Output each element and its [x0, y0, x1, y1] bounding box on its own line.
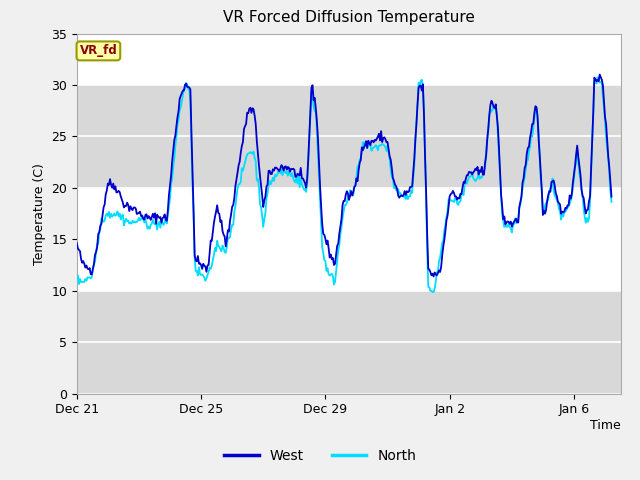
North [597, 80, 605, 85]
North [327, 272, 335, 277]
North [330, 282, 338, 288]
Y-axis label: Temperature (C): Temperature (C) [33, 163, 45, 264]
Line: North: North [77, 77, 611, 292]
West [330, 262, 338, 268]
West [73, 240, 81, 246]
West [391, 182, 399, 188]
West [607, 194, 615, 200]
Title: VR Forced Diffusion Temperature: VR Forced Diffusion Temperature [223, 11, 475, 25]
Bar [77, 34, 621, 85]
North [594, 74, 602, 80]
North [607, 199, 615, 205]
Bar [77, 85, 621, 188]
Text: VR_fd: VR_fd [79, 44, 117, 58]
North [512, 220, 520, 226]
Text: Time: Time [590, 419, 621, 432]
West [512, 216, 520, 222]
West [596, 72, 604, 77]
Bar [77, 291, 621, 394]
Bar [77, 188, 621, 291]
West [430, 274, 438, 279]
West [327, 252, 335, 257]
North [391, 184, 399, 190]
North [362, 142, 370, 148]
Legend: West, North: West, North [218, 443, 422, 468]
West [362, 138, 370, 144]
North [430, 289, 438, 295]
West [597, 74, 605, 80]
North [73, 275, 81, 281]
Line: West: West [77, 74, 611, 276]
